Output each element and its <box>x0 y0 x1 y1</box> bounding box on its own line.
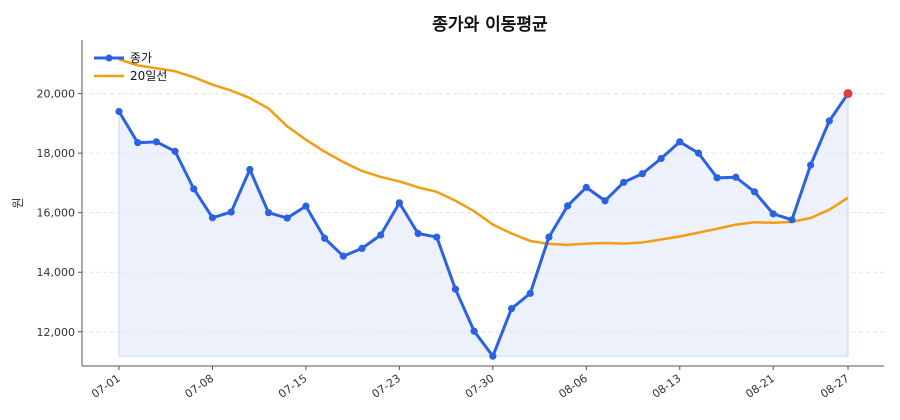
close-point <box>283 214 291 222</box>
close-point <box>620 178 628 186</box>
close-point <box>377 231 385 239</box>
legend-marker <box>105 54 113 62</box>
x-tick-label: 08-27 <box>818 372 852 401</box>
close-point <box>526 289 534 297</box>
y-tick-label: 20,000 <box>37 88 76 101</box>
close-point <box>825 117 833 125</box>
close-point <box>713 174 721 182</box>
close-point <box>564 202 572 210</box>
close-point <box>545 233 553 241</box>
close-point <box>208 214 217 222</box>
close-point <box>433 233 441 241</box>
close-point <box>246 165 254 174</box>
series-line-ma20 <box>118 58 849 247</box>
close-point <box>638 170 646 178</box>
close-point <box>358 244 366 253</box>
x-tick-label: 07-23 <box>369 372 403 401</box>
close-point <box>227 208 235 216</box>
close-point <box>489 352 497 360</box>
series-lines <box>117 58 850 358</box>
close-point <box>302 202 310 210</box>
close-point <box>732 173 740 181</box>
x-tick-label: 07-15 <box>276 372 310 401</box>
x-tick-label: 07-30 <box>463 372 497 401</box>
close-point <box>134 139 142 147</box>
close-point <box>470 327 478 335</box>
x-tick-label: 08-06 <box>556 372 590 401</box>
close-point <box>507 304 516 313</box>
close-point <box>451 285 460 293</box>
close-point <box>115 107 123 116</box>
close-point <box>339 252 347 260</box>
y-tick-label: 18,000 <box>37 147 76 160</box>
legend-label: 종가 <box>130 51 152 65</box>
close-point <box>769 210 777 218</box>
legend: 종가 20일선 <box>94 51 167 83</box>
series-line-close <box>117 92 850 358</box>
close-point <box>601 197 609 205</box>
close-point <box>414 229 422 238</box>
x-tick-label: 08-13 <box>650 372 684 401</box>
close-point <box>152 138 160 146</box>
y-axis-label: 원 <box>11 197 25 208</box>
series-markers <box>115 89 853 360</box>
close-point <box>190 185 198 193</box>
close-point <box>676 138 684 146</box>
highlight-point <box>843 89 853 99</box>
close-point <box>788 216 796 224</box>
close-point <box>395 199 403 207</box>
x-tick-label: 07-08 <box>183 372 217 401</box>
chart-title: 종가와 이동평균 <box>432 15 548 35</box>
close-point <box>807 161 815 169</box>
close-point <box>264 209 273 217</box>
x-tick-label: 08-21 <box>743 372 777 401</box>
y-tick-label: 16,000 <box>37 207 76 220</box>
close-point <box>582 183 590 191</box>
y-tick-label: 14,000 <box>37 266 76 279</box>
y-tick-label: 12,000 <box>37 326 76 339</box>
close-point <box>750 188 759 196</box>
close-point <box>171 147 179 155</box>
close-point <box>657 154 665 163</box>
close-point <box>321 234 329 242</box>
x-tick-label: 07-01 <box>89 372 123 401</box>
close-point <box>694 149 703 157</box>
legend-label: 20일선 <box>130 69 167 83</box>
